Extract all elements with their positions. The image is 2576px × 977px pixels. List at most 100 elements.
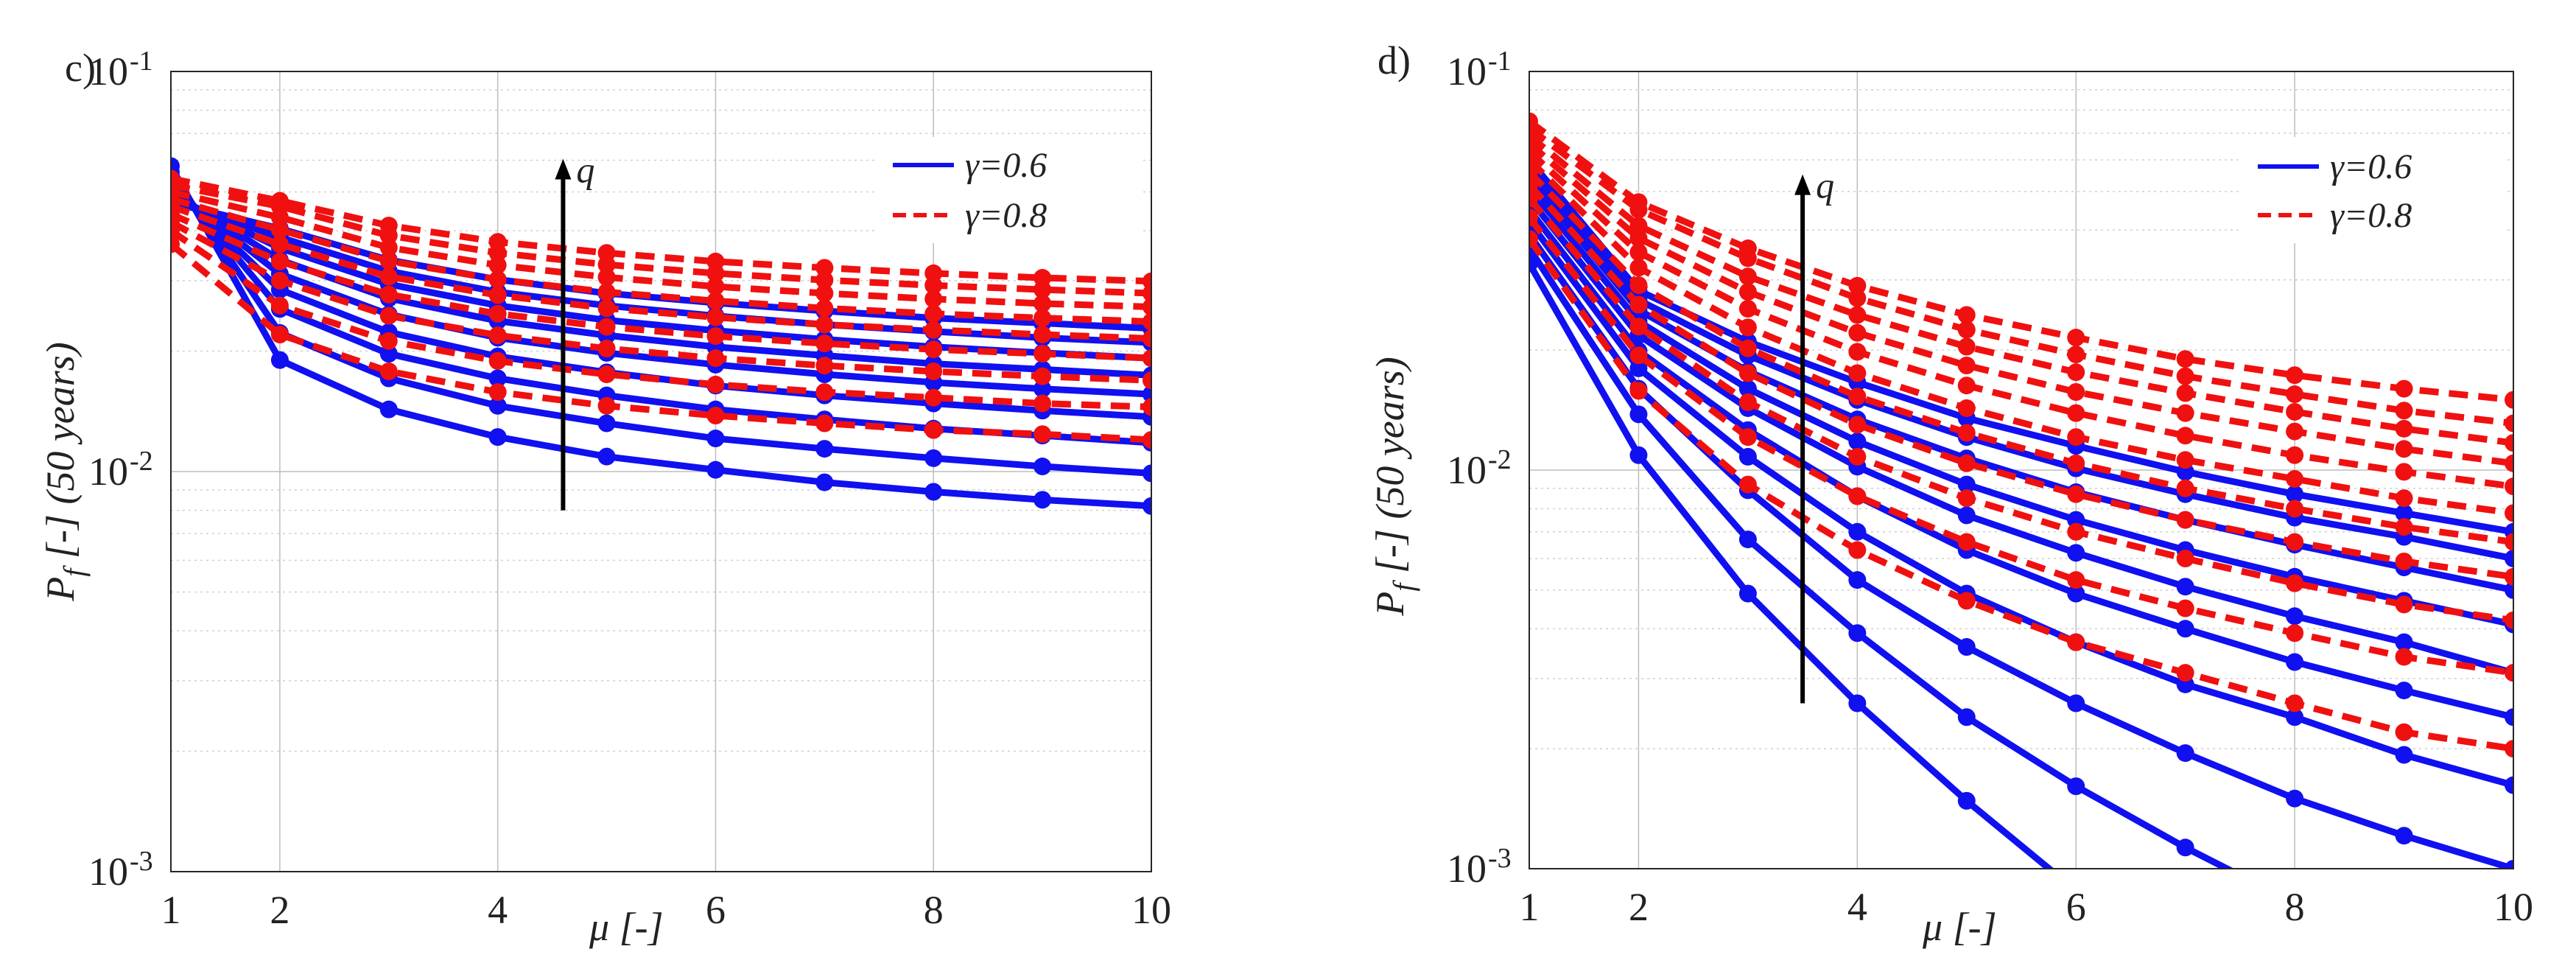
data-point: [706, 461, 725, 479]
data-point: [379, 345, 398, 363]
data-point: [1143, 272, 1151, 290]
data-point: [2286, 574, 2304, 592]
data-point: [2176, 664, 2194, 682]
data-point: [2395, 419, 2413, 438]
data-point: [2286, 385, 2304, 404]
data-point: [597, 318, 616, 336]
data-point: [2395, 682, 2413, 700]
data-point: [1957, 489, 1976, 508]
data-point: [1629, 318, 1648, 336]
data-point: [2067, 363, 2085, 382]
series-gamma-06: [171, 157, 1151, 515]
data-point: [2505, 391, 2513, 409]
data-point: [1143, 431, 1151, 449]
y-tick-exponent: -1: [130, 46, 153, 77]
data-point: [2286, 653, 2304, 671]
series-line: [1529, 149, 2513, 490]
data-point: [1738, 267, 1757, 286]
series-line: [171, 211, 1151, 362]
data-point: [2505, 611, 2513, 629]
data-point: [1848, 289, 1867, 307]
data-point: [1629, 243, 1648, 262]
data-point: [1629, 259, 1648, 277]
data-point: [924, 304, 943, 323]
y-tick-exponent: -3: [1488, 843, 1512, 874]
data-point: [2067, 522, 2085, 541]
series-line: [171, 181, 1151, 297]
data-point: [706, 292, 725, 310]
series-gamma-08: [171, 169, 1151, 290]
data-point: [379, 267, 398, 286]
data-point: [1033, 425, 1052, 444]
data-point: [1738, 339, 1757, 357]
series-line: [1529, 220, 2513, 788]
data-point: [2067, 346, 2085, 364]
data-point: [2286, 708, 2304, 726]
series-gamma-08: [1529, 151, 2513, 522]
data-point: [2286, 789, 2304, 808]
data-point: [1957, 475, 1976, 494]
data-point: [1033, 269, 1052, 287]
data-point: [924, 483, 943, 501]
data-point: [924, 264, 943, 282]
data-point: [1529, 209, 1538, 227]
y-axis-label-rest: [-] (50 years): [38, 342, 83, 568]
data-point: [2505, 567, 2513, 586]
series-line: [171, 219, 1151, 384]
x-tick-label: 4: [1847, 885, 1867, 929]
data-point: [2286, 607, 2304, 626]
series-gamma-08: [171, 222, 1151, 416]
data-point: [706, 308, 725, 326]
y-tick-exponent: -3: [130, 846, 153, 877]
data-point: [2176, 620, 2194, 638]
data-point: [2067, 544, 2085, 562]
y-tick-exponent: -2: [1488, 444, 1512, 475]
data-point: [1033, 458, 1052, 476]
data-point: [1957, 506, 1976, 525]
q-arrow-annotation: q: [1794, 165, 1834, 704]
x-tick-label: 10: [1131, 888, 1171, 932]
series-line: [171, 189, 1151, 310]
data-point: [2505, 776, 2513, 794]
data-point: [2286, 500, 2304, 518]
data-point: [2067, 428, 2085, 447]
data-point: [1033, 379, 1052, 398]
data-point: [597, 283, 616, 301]
data-point: [1957, 377, 1976, 395]
series-line: [171, 203, 1151, 342]
data-point: [1143, 371, 1151, 390]
data-point: [2395, 827, 2413, 845]
series-gamma-08: [1529, 119, 2513, 433]
series-gamma-08: [171, 235, 1151, 449]
data-point: [379, 363, 398, 381]
data-point: [2067, 383, 2085, 402]
data-point: [2067, 485, 2085, 503]
data-point: [2176, 479, 2194, 497]
data-point: [488, 256, 507, 274]
x-tick-label: 6: [706, 888, 726, 932]
data-point: [2395, 489, 2413, 508]
q-label: q: [576, 150, 594, 191]
data-point: [270, 296, 289, 315]
y-axis-label: Pf [-] (50 years): [1368, 357, 1420, 617]
data-point: [2176, 367, 2194, 385]
data-point: [1848, 343, 1867, 361]
data-point: [1957, 638, 1976, 656]
data-point: [379, 217, 398, 235]
q-arrow-head: [555, 158, 572, 180]
y-axis-label-main: P: [1368, 592, 1412, 617]
data-point: [2286, 402, 2304, 421]
data-point: [597, 414, 616, 433]
data-point: [2395, 746, 2413, 764]
data-point: [924, 388, 943, 407]
data-point: [1143, 312, 1151, 331]
series-line: [1529, 133, 2513, 447]
data-point: [488, 270, 507, 289]
series-gamma-08: [1529, 142, 2513, 496]
legend: γ=0.6 γ=0.8: [2239, 137, 2505, 243]
data-point: [815, 335, 834, 353]
plot-frame: [1529, 71, 2514, 869]
data-point: [1738, 283, 1757, 301]
data-point: [815, 271, 834, 290]
